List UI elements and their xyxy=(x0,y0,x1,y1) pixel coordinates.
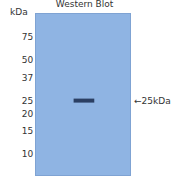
svg-text:15: 15 xyxy=(22,126,33,136)
svg-text:75: 75 xyxy=(22,32,33,42)
svg-text:10: 10 xyxy=(22,149,34,159)
svg-text:25: 25 xyxy=(22,96,33,106)
svg-text:Western Blot: Western Blot xyxy=(56,0,114,9)
svg-text:←25kDa: ←25kDa xyxy=(134,96,171,106)
svg-text:kDa: kDa xyxy=(10,7,28,17)
svg-text:50: 50 xyxy=(22,55,34,65)
svg-text:20: 20 xyxy=(22,109,34,119)
svg-text:37: 37 xyxy=(22,73,33,83)
